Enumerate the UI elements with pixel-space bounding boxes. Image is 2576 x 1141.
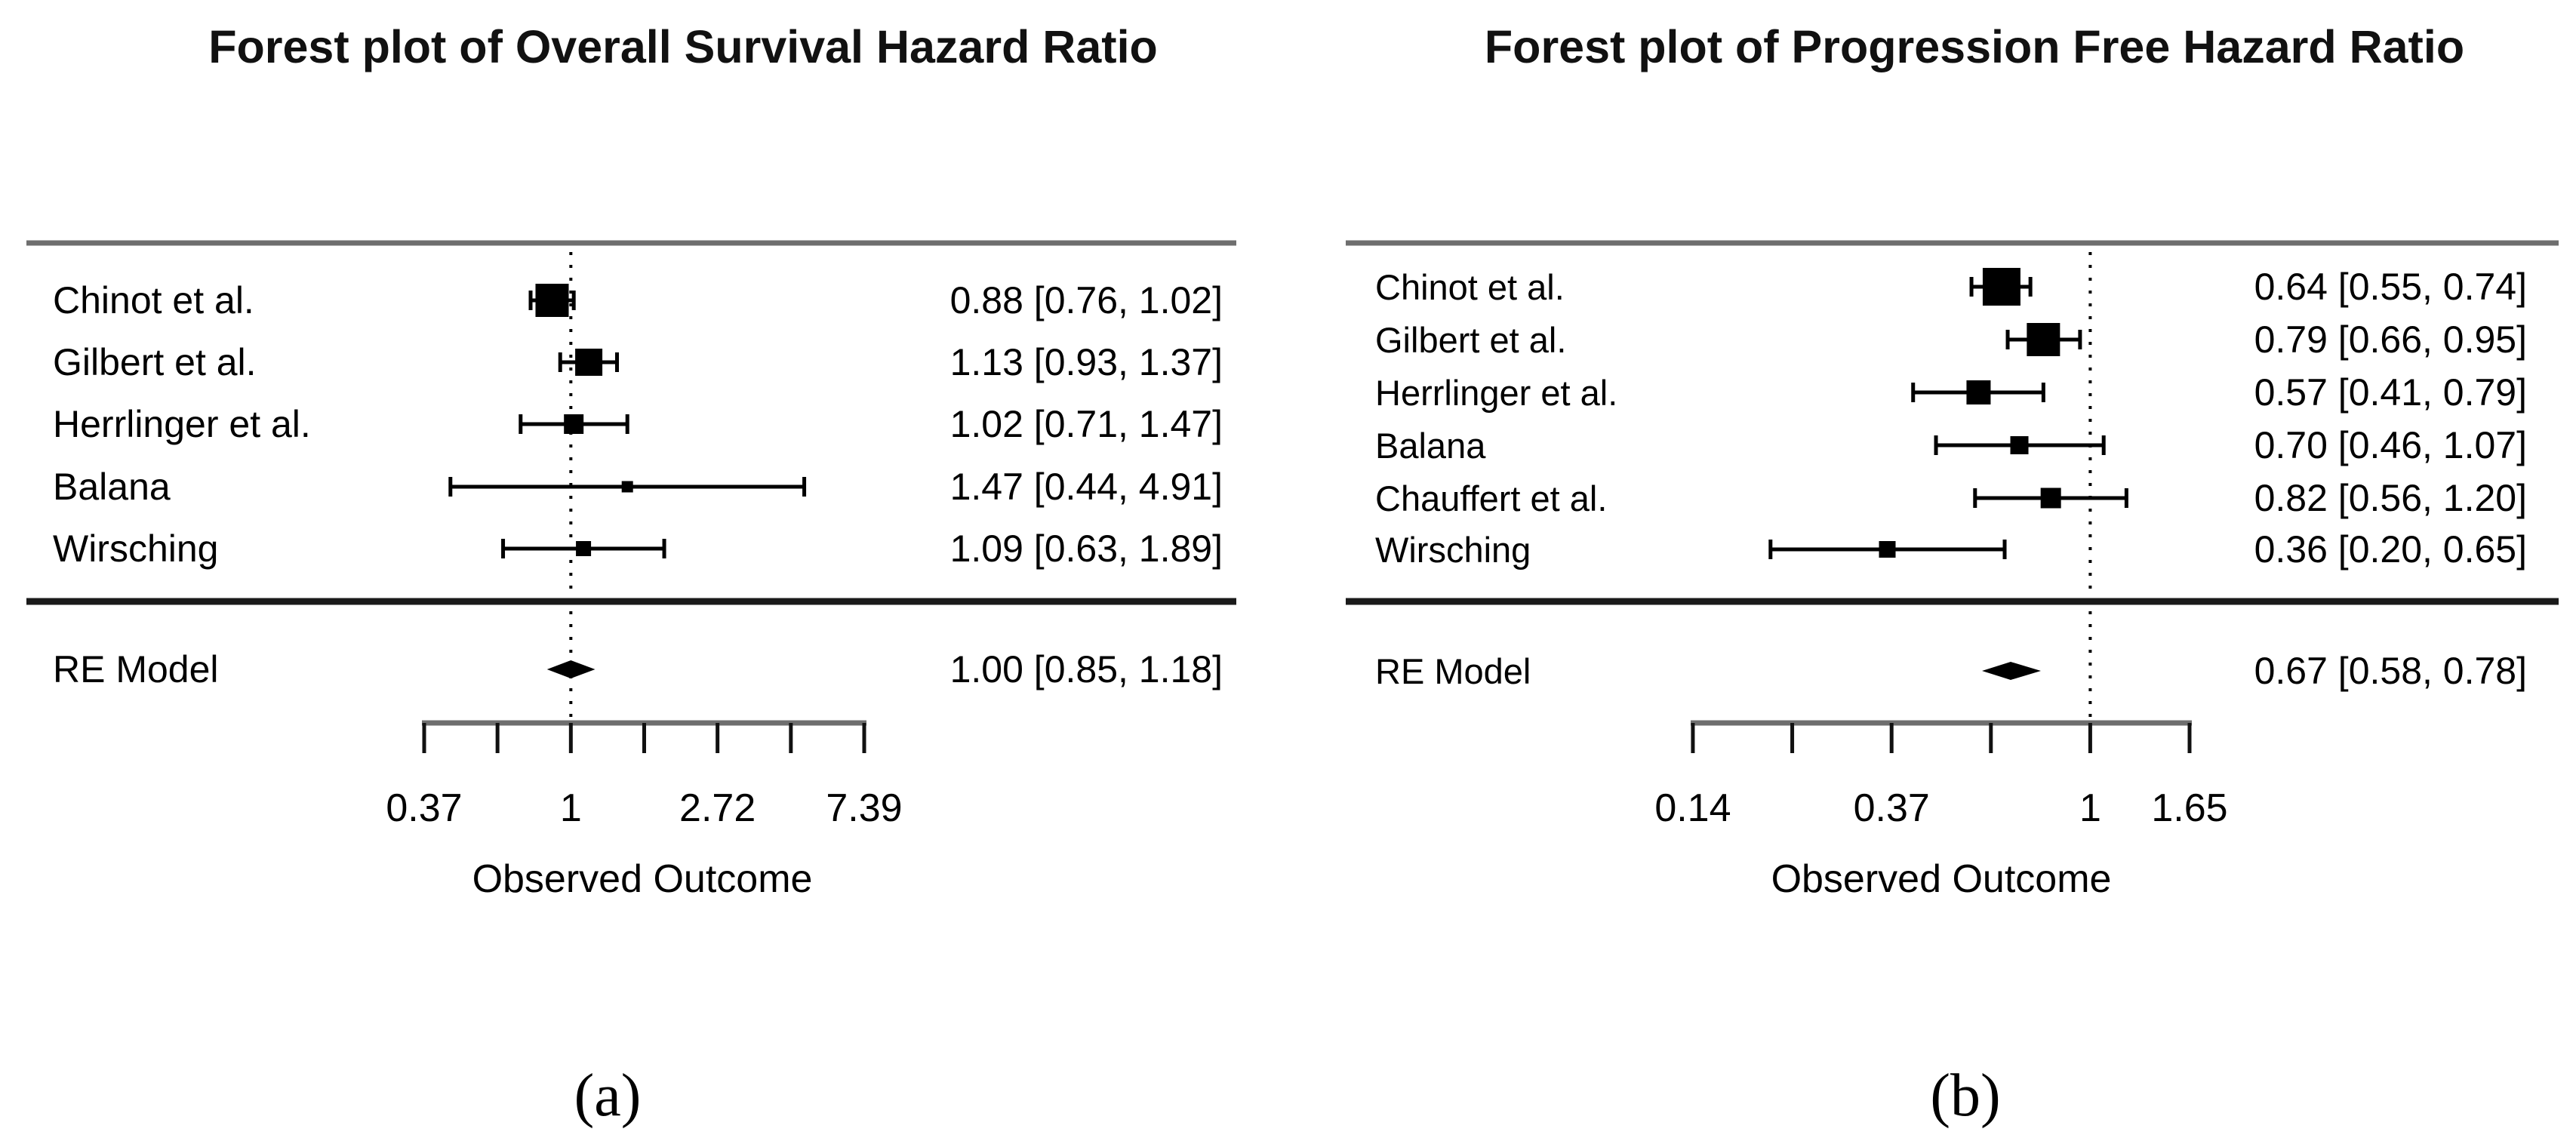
estimate-square [575,349,603,376]
estimate-annotation: 0.36 [0.20, 0.65] [2254,528,2527,570]
x-axis-tick-label: 7.39 [826,786,902,830]
estimate-annotation: 0.82 [0.56, 1.20] [2254,477,2527,519]
study-label: Wirsching [1375,530,1531,570]
panel-b-xaxis-label: Observed Outcome [1771,857,2112,901]
estimate-square [576,541,592,556]
study-label: Herrlinger et al. [53,403,311,445]
study-label: Herrlinger et al. [1375,373,1617,413]
summary-label: RE Model [1375,651,1531,691]
x-axis-tick-label: 1 [2079,786,2101,830]
study-label: Balana [1375,426,1486,466]
estimate-annotation: 0.79 [0.66, 0.95] [2254,318,2527,361]
panel-a-caption: (a) [574,1063,642,1129]
study-label: Balana [53,466,171,508]
estimate-annotation: 0.88 [0.76, 1.02] [950,279,1223,321]
estimate-annotation: 1.02 [0.71, 1.47] [950,403,1223,445]
x-axis-tick-label: 1 [560,786,582,830]
x-axis-tick-label: 0.14 [1654,786,1731,830]
estimate-square [1982,268,2020,306]
estimate-square [535,284,569,317]
estimate-annotation: 1.47 [0.44, 4.91] [950,466,1223,508]
estimate-square [2010,436,2029,454]
x-axis-tick-label: 1.65 [2151,786,2227,830]
estimate-square [564,414,584,434]
study-label: Wirsching [53,527,218,570]
summary-annotation: 0.67 [0.58, 0.78] [2254,650,2527,692]
summary-diamond [1982,662,2042,680]
study-label: Chauffert et al. [1375,478,1607,518]
estimate-square [2040,487,2061,509]
estimate-annotation: 1.13 [0.93, 1.37] [950,341,1223,383]
estimate-square [2027,323,2060,356]
panel-b-caption: (b) [1930,1063,2000,1129]
study-label: Chinot et al. [1375,267,1565,307]
estimate-annotation: 1.09 [0.63, 1.89] [950,527,1223,570]
panel-b-title: Forest plot of Progression Free Hazard R… [1485,21,2464,72]
estimate-annotation: 0.57 [0.41, 0.79] [2254,371,2527,414]
summary-annotation: 1.00 [0.85, 1.18] [950,648,1223,690]
study-label: Chinot et al. [53,279,254,321]
x-axis-tick-label: 0.37 [1854,786,1930,830]
forest-plot-overall-survival: Chinot et al. 0.88 [0.76, 1.02] Gilbert et… [26,240,1236,830]
x-axis-tick-label: 2.72 [679,786,756,830]
panel-a-xaxis-label: Observed Outcome [472,857,813,901]
summary-diamond [546,660,596,678]
estimate-annotation: 0.70 [0.46, 1.07] [2254,424,2527,466]
x-axis-tick-label: 0.37 [386,786,462,830]
estimate-annotation: 0.64 [0.55, 0.74] [2254,266,2527,308]
study-label: Gilbert et al. [1375,320,1566,360]
summary-label: RE Model [53,648,219,690]
forest-plot-progression-free: Chinot et al. 0.64 [0.55, 0.74] Gilbert et… [1346,240,2559,830]
study-label: Gilbert et al. [53,341,257,383]
estimate-square [1879,541,1896,558]
panel-a-title: Forest plot of Overall Survival Hazard R… [208,21,1158,72]
estimate-square [1966,380,1991,404]
estimate-square [621,481,633,493]
